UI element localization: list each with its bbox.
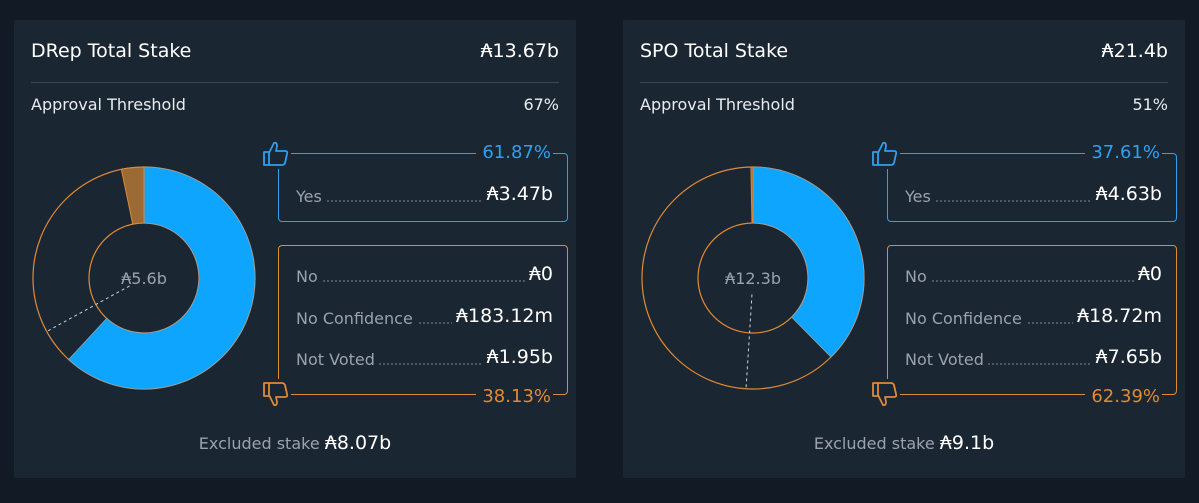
- vote-row-value: ₳183.12m: [451, 305, 553, 327]
- excluded-stake-value: ₳9.1b: [939, 432, 995, 454]
- vote-row-label: Yes: [296, 187, 326, 206]
- yes-percentage: 37.61%: [1085, 142, 1162, 163]
- vote-row-label: No Confidence: [296, 309, 417, 328]
- total-stake-value: ₳21.4b: [1101, 40, 1168, 62]
- dotted-leader: [905, 280, 1162, 282]
- header-divider: [640, 82, 1168, 83]
- spo-stake-card: SPO Total Stake ₳21.4b Approval Threshol…: [623, 20, 1185, 478]
- excluded-stake: Excluded stake ₳9.1b: [623, 432, 1185, 454]
- donut-segment-no-confidence[interactable]: [120, 166, 145, 225]
- donut-center-label: ₳12.3b: [725, 269, 781, 288]
- excluded-stake-value: ₳8.07b: [324, 432, 392, 454]
- vote-row-no-confidence: No Confidence ₳18.72m: [905, 305, 1162, 331]
- approval-threshold-value: 51%: [1132, 95, 1168, 114]
- vote-row-yes: Yes ₳3.47b: [296, 183, 553, 209]
- vote-row-no-confidence: No Confidence ₳183.12m: [296, 305, 553, 331]
- vote-row-value: ₳3.47b: [482, 183, 553, 205]
- card-title: SPO Total Stake: [640, 40, 789, 62]
- thumbs-down-icon: [870, 379, 900, 409]
- vote-row-label: No: [905, 267, 931, 286]
- thumbs-down-icon: [261, 379, 291, 409]
- stake-donut-chart[interactable]: ₳5.6b: [14, 140, 284, 410]
- dotted-leader: [905, 322, 1162, 324]
- excluded-stake: Excluded stake ₳8.07b: [14, 432, 576, 454]
- card-title: DRep Total Stake: [31, 40, 192, 62]
- total-stake-value: ₳13.67b: [480, 40, 559, 62]
- dotted-leader: [905, 200, 1162, 202]
- vote-row-no: No ₳0: [296, 263, 553, 289]
- excluded-stake-label: Excluded stake: [198, 434, 320, 453]
- yes-vote-box: 37.61% Yes ₳4.63b: [870, 139, 1177, 222]
- drep-stake-card: DRep Total Stake ₳13.67b Approval Thresh…: [14, 20, 576, 478]
- vote-row-no: No ₳0: [905, 263, 1162, 289]
- approval-threshold-label: Approval Threshold: [640, 95, 795, 114]
- donut-segment-no-confidence[interactable]: [750, 166, 754, 224]
- vote-row-not-voted: Not Voted ₳1.95b: [296, 346, 553, 372]
- vote-row-value: ₳18.72m: [1073, 305, 1162, 327]
- dotted-leader: [296, 280, 553, 282]
- vote-row-value: ₳0: [1133, 263, 1162, 285]
- vote-row-label: Yes: [905, 187, 935, 206]
- dotted-leader: [296, 363, 553, 365]
- vote-row-yes: Yes ₳4.63b: [905, 183, 1162, 209]
- excluded-stake-label: Excluded stake: [813, 434, 935, 453]
- vote-row-label: Not Voted: [296, 350, 379, 369]
- yes-percentage: 61.87%: [476, 142, 553, 163]
- vote-row-label: No Confidence: [905, 309, 1026, 328]
- dotted-leader: [296, 322, 553, 324]
- no-vote-box: No ₳0 No Confidence ₳18.72m Not Voted ₳7…: [870, 245, 1177, 409]
- vote-row-value: ₳0: [524, 263, 553, 285]
- approval-threshold-label: Approval Threshold: [31, 95, 186, 114]
- dotted-leader: [296, 200, 553, 202]
- thumbs-up-icon: [261, 139, 291, 169]
- approval-threshold-value: 67%: [523, 95, 559, 114]
- thumbs-up-icon: [870, 139, 900, 169]
- dotted-leader: [905, 363, 1162, 365]
- no-vote-box: No ₳0 No Confidence ₳183.12m Not Voted ₳…: [261, 245, 568, 409]
- threshold-marker-line: [46, 285, 130, 332]
- no-percentage: 38.13%: [476, 386, 553, 407]
- no-percentage: 62.39%: [1085, 386, 1162, 407]
- vote-row-label: No: [296, 267, 322, 286]
- vote-row-value: ₳7.65b: [1091, 346, 1162, 368]
- donut-center-label: ₳5.6b: [121, 269, 167, 288]
- vote-row-value: ₳4.63b: [1091, 183, 1162, 205]
- threshold-marker-line: [745, 294, 753, 389]
- donut-segment-yes[interactable]: [752, 166, 865, 358]
- vote-row-not-voted: Not Voted ₳7.65b: [905, 346, 1162, 372]
- vote-row-value: ₳1.95b: [482, 346, 553, 368]
- header-divider: [31, 82, 559, 83]
- donut-segment-yes[interactable]: [68, 166, 256, 390]
- stake-donut-chart[interactable]: ₳12.3b: [623, 140, 893, 410]
- vote-row-label: Not Voted: [905, 350, 988, 369]
- yes-vote-box: 61.87% Yes ₳3.47b: [261, 139, 568, 222]
